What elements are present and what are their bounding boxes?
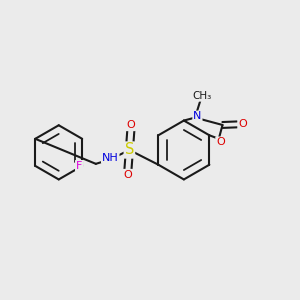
- Text: O: O: [127, 120, 135, 130]
- Text: F: F: [76, 161, 83, 171]
- Text: O: O: [124, 170, 132, 180]
- Text: O: O: [238, 119, 247, 129]
- Text: S: S: [125, 142, 134, 158]
- Text: CH₃: CH₃: [192, 91, 211, 101]
- Text: N: N: [193, 111, 202, 122]
- Text: O: O: [216, 137, 225, 147]
- Text: F: F: [76, 161, 83, 171]
- Text: NH: NH: [102, 153, 119, 163]
